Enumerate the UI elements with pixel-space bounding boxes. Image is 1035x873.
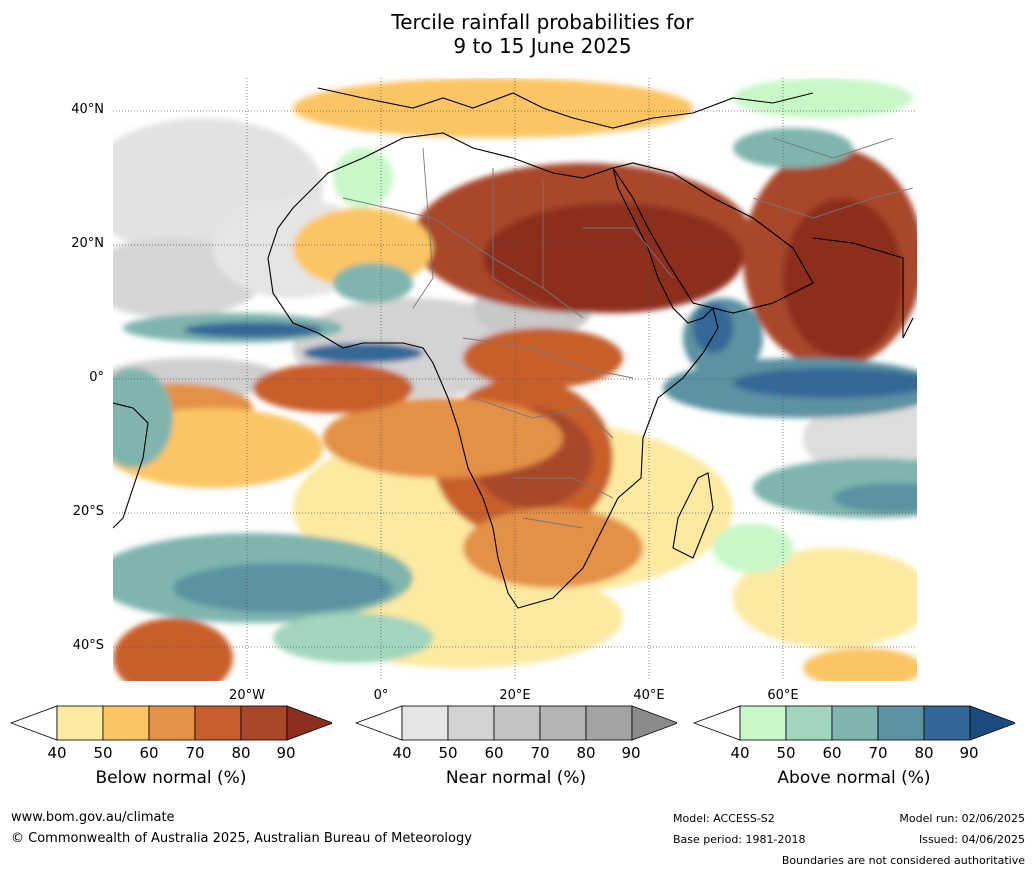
colorbar-above-title: Above normal (%) (777, 768, 931, 788)
footer-model: Model: ACCESS-S2 (673, 812, 775, 825)
footer-issued: Issued: 04/06/2025 (918, 833, 1025, 846)
footer-website: www.bom.gov.au/climate (11, 810, 175, 825)
colorbar-near-svg (354, 705, 680, 741)
colorbar-box (739, 705, 787, 741)
coastlines (113, 87, 914, 609)
cbar-tick: 80 (231, 744, 251, 762)
lat-label-20n: 20°N (71, 236, 104, 251)
footer-copyright: © Commonwealth of Australia 2025, Austra… (11, 831, 472, 846)
cbar-tick: 50 (776, 744, 796, 762)
colorbar-box (240, 705, 288, 741)
colorbar-box (877, 705, 925, 741)
colorbar-extend-high (631, 705, 680, 741)
colorbar-box (401, 705, 449, 741)
colorbar-near-title: Near normal (%) (445, 768, 587, 788)
lat-label-40n: 40°N (71, 102, 104, 117)
colorbar-extend-low (354, 705, 403, 741)
colorbar-below-svg (9, 705, 335, 741)
colorbar-box (194, 705, 242, 741)
cbar-tick: 40 (730, 744, 750, 762)
colorbar-above-svg (692, 705, 1018, 741)
lat-label-0: 0° (89, 370, 104, 385)
cbar-tick: 50 (438, 744, 458, 762)
map-title: Tercile rainfall probabilities for 9 to … (0, 10, 1035, 58)
cbar-tick: 80 (576, 744, 596, 762)
colorbar-near-normal: 40 50 60 70 80 90 Near normal (%) (354, 705, 680, 788)
colorbar-box (785, 705, 833, 741)
cbar-tick: 90 (621, 744, 641, 762)
colorbar-above-normal: 40 50 60 70 80 90 Above normal (%) (692, 705, 1018, 788)
cbar-tick: 60 (139, 744, 159, 762)
lon-label-0: 0° (373, 688, 389, 703)
footer-model-run: Model run: 02/06/2025 (899, 812, 1025, 825)
lon-label-60e: 60°E (767, 688, 799, 703)
colorbar-box (148, 705, 196, 741)
colorbar-extend-low (9, 705, 58, 741)
cbar-tick: 40 (392, 744, 412, 762)
colorbar-extend-high (969, 705, 1018, 741)
colorbar-box (585, 705, 633, 741)
colorbar-box (923, 705, 971, 741)
rainfall-map (113, 78, 917, 681)
cbar-tick: 40 (47, 744, 67, 762)
lon-label-20w: 20°W (229, 688, 265, 703)
colorbar-below-title: Below normal (%) (95, 768, 247, 788)
title-line-1: Tercile rainfall probabilities for (391, 10, 694, 34)
footer-base-period: Base period: 1981-2018 (673, 833, 806, 846)
cbar-tick: 60 (822, 744, 842, 762)
colorbar-below-normal: 40 50 60 70 80 90 Below normal (%) (9, 705, 335, 788)
country-borders (342, 137, 914, 529)
map-svg (113, 78, 917, 681)
title-line-2: 9 to 15 June 2025 (453, 34, 632, 58)
cbar-tick: 80 (914, 744, 934, 762)
colorbar-extend-low (692, 705, 741, 741)
colorbar-box (56, 705, 104, 741)
cbar-tick: 50 (93, 744, 113, 762)
graticule (113, 78, 917, 681)
colorbar-extend-high (286, 705, 335, 741)
lon-label-20e: 20°E (499, 688, 531, 703)
colorbar-box (831, 705, 879, 741)
colorbar-box (539, 705, 587, 741)
cbar-tick: 90 (959, 744, 979, 762)
cbar-tick: 70 (868, 744, 888, 762)
lat-label-40s: 40°S (72, 638, 104, 653)
cbar-tick: 90 (276, 744, 296, 762)
lon-label-40e: 40°E (633, 688, 665, 703)
cbar-tick: 70 (530, 744, 550, 762)
cbar-tick: 70 (185, 744, 205, 762)
colorbar-box (493, 705, 541, 741)
colorbar-box (102, 705, 150, 741)
footer-disclaimer: Boundaries are not considered authoritat… (781, 854, 1025, 867)
lat-label-20s: 20°S (72, 504, 104, 519)
cbar-tick: 60 (484, 744, 504, 762)
colorbar-box (447, 705, 495, 741)
